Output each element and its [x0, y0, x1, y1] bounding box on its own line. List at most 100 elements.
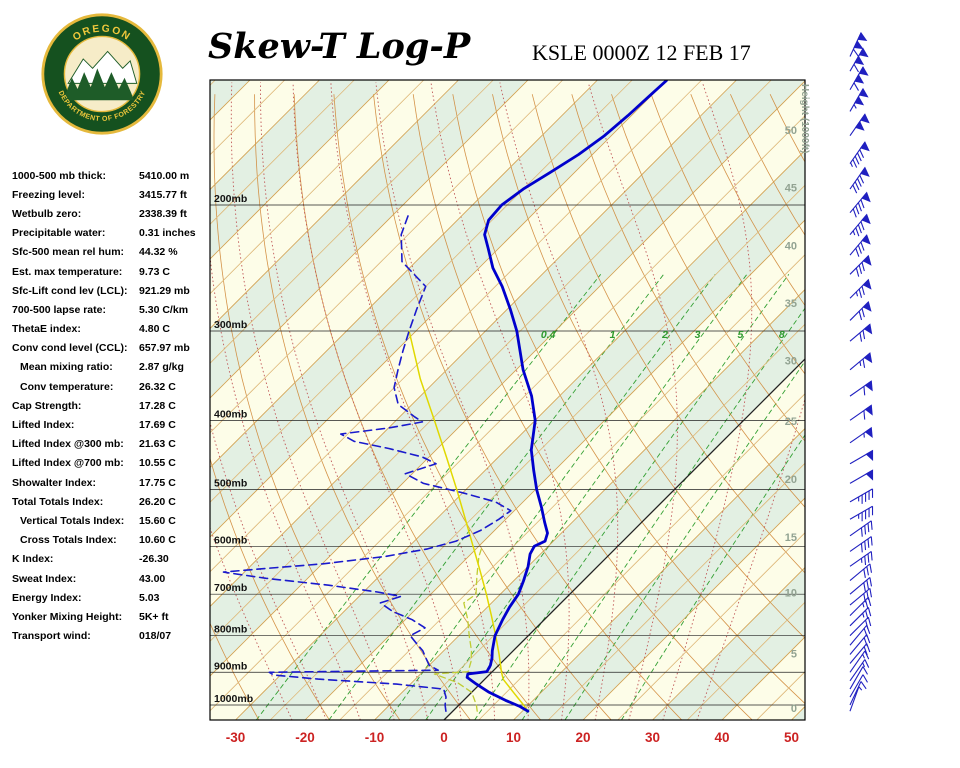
dry-adiabat — [929, 94, 960, 720]
index-row: K Index: -26.30 — [12, 550, 212, 569]
wind-barb-full-icon — [864, 541, 867, 551]
wind-barb-full-icon — [863, 628, 868, 638]
wind-barb-staff — [849, 674, 864, 698]
wind-pennant-icon — [860, 141, 870, 152]
height-label: 45 — [785, 182, 797, 194]
temp-axis-label: 20 — [575, 730, 590, 745]
wind-barb — [849, 234, 871, 257]
wind-barb-full-icon — [859, 332, 863, 342]
mixing-ratio-line — [255, 274, 602, 720]
wind-barb-half-icon — [850, 162, 853, 168]
dry-adiabat — [210, 457, 330, 720]
wind-barb-full-icon — [858, 311, 863, 321]
isotherm-line — [210, 80, 598, 469]
wind-barb-half-icon — [855, 291, 859, 297]
isotherm-band — [791, 706, 805, 720]
wind-barb-staff — [849, 587, 871, 606]
index-row: Wetbulb zero: 2338.39 ft — [12, 204, 212, 223]
wind-barb-full-icon — [869, 588, 873, 598]
wind-barb-full-icon — [867, 617, 872, 627]
index-row: Energy Index: 5.03 — [12, 588, 212, 607]
wind-barb-full-icon — [860, 199, 865, 209]
index-label: Mean mixing ratio: — [20, 361, 113, 374]
isotherm-line — [339, 254, 805, 720]
wind-barb — [849, 505, 874, 522]
isotherm-line — [374, 288, 805, 720]
dry-adiabat — [333, 94, 612, 720]
wind-barb-half-icon — [862, 602, 865, 608]
isotherm-line — [210, 80, 494, 364]
wind-barb-full-icon — [852, 184, 858, 194]
index-row: Cap Strength: 17.28 C — [12, 396, 212, 415]
wind-pennant-icon — [860, 166, 870, 177]
wind-barb — [849, 31, 868, 57]
wind-barb-full-icon — [861, 262, 865, 272]
dewpoint-trace — [222, 211, 512, 713]
index-label: Cross Totals Index: — [20, 534, 117, 547]
index-label: Sfc-500 mean rel hum: — [12, 246, 125, 259]
plot-area: 200mb 300mb 400mb 500mb 600mb 700mb 800mb 900mb… — [210, 80, 960, 720]
temp-axis-label: 0 — [440, 730, 448, 745]
mixing-ratio-line — [388, 274, 716, 720]
index-row: 1000-500 mb thick: 5410.00 m — [12, 166, 212, 185]
wind-pennant-icon — [864, 404, 873, 416]
station-label: KSLE 0000Z 12 FEB 17 — [532, 40, 751, 65]
wind-barb-full-icon — [867, 607, 872, 617]
wind-pennant-icon — [861, 234, 871, 245]
wind-barb — [849, 426, 873, 444]
index-label: Energy Index: — [12, 591, 82, 604]
wind-barb — [849, 166, 870, 194]
index-label: Conv temperature: — [20, 380, 114, 393]
index-label: Vertical Totals Index: — [20, 514, 125, 527]
wind-barb-full-icon — [855, 248, 860, 257]
index-row: Sfc-Lift cond lev (LCL): 921.29 mb — [12, 281, 212, 300]
wind-barb — [849, 191, 871, 218]
wind-barb-full-icon — [863, 646, 868, 656]
wind-barb-full-icon — [867, 553, 870, 563]
wind-barb-full-icon — [863, 593, 866, 603]
dry-adiabat — [492, 94, 805, 639]
isotherm-line — [210, 80, 772, 642]
index-label: Transport wind: — [12, 630, 91, 643]
moist-adiabat — [375, 82, 530, 720]
wind-barb-full-icon — [852, 48, 859, 57]
dry-adiabat — [254, 94, 471, 720]
wind-barb-full-icon — [854, 155, 860, 165]
wind-barb-half-icon — [859, 361, 862, 367]
logo-trees-icon — [65, 68, 134, 101]
index-label: Conv cond level (CCL): — [12, 342, 128, 355]
height-axis-label: Height (1000ft) — [799, 84, 810, 153]
index-row: Vertical Totals Index: 15.60 C — [12, 511, 212, 530]
dry-adiabat — [531, 94, 805, 574]
mixing-ratio-label: 1 — [610, 329, 616, 341]
index-row: Lifted Index @700 mb: 10.55 C — [12, 454, 212, 473]
wind-pennant-icon — [854, 55, 865, 66]
wind-pennant-icon — [857, 31, 868, 41]
mixing-ratio-line — [620, 434, 805, 720]
wind-pennant-icon — [854, 95, 865, 106]
wind-barb — [849, 323, 873, 342]
wind-barb — [849, 488, 874, 504]
wind-barb-full-icon — [865, 599, 869, 609]
wind-barb-full-icon — [852, 159, 858, 168]
pressure-label: 800mb — [214, 624, 247, 636]
index-value: 2.87 g/kg — [139, 361, 184, 374]
dry-adiabat — [611, 94, 805, 442]
wind-pennant-icon — [854, 120, 865, 131]
moist-adiabat — [210, 526, 293, 720]
temp-axis-label: -20 — [295, 730, 315, 745]
wind-barb-full-icon — [857, 202, 862, 212]
wind-pennant-icon — [861, 191, 871, 203]
wind-barb-full-icon — [857, 244, 862, 254]
index-value: 5.03 — [139, 591, 160, 604]
wind-barb-full-icon — [860, 221, 865, 231]
index-row: Conv cond level (CCL): 657.97 mb — [12, 339, 212, 358]
wind-barb-full-icon — [863, 386, 866, 396]
isotherm-line — [210, 80, 668, 538]
wind-barb-full-icon — [858, 264, 863, 274]
wind-barb-full-icon — [854, 181, 860, 191]
wind-pennant-icon — [858, 87, 869, 98]
temp-axis-label: -30 — [226, 730, 246, 745]
wind-barb — [849, 352, 873, 371]
isotherm-line — [791, 705, 805, 720]
